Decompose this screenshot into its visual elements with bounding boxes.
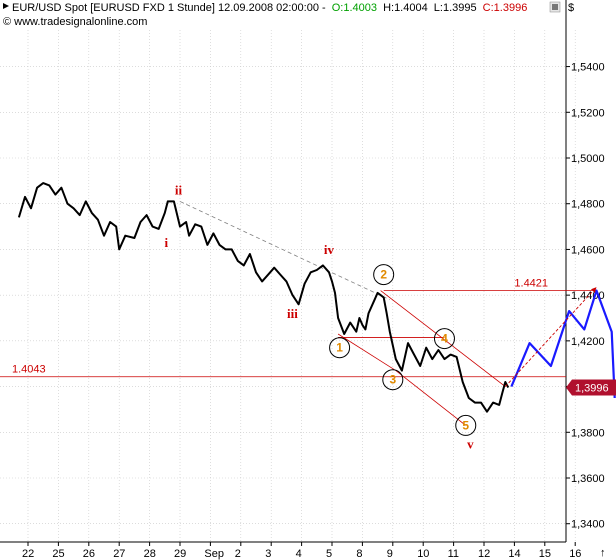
y-tick-label: 1,4600 xyxy=(571,244,605,256)
y-tick-label: 1,3400 xyxy=(571,519,605,531)
projection-line xyxy=(510,289,616,399)
x-tick-label: 10 xyxy=(417,548,429,560)
trend-line-dashed xyxy=(179,201,390,301)
level-lines: 1.4043 1.4421 xyxy=(0,277,597,378)
chart-grid xyxy=(0,0,576,543)
wave-number-label: 3 xyxy=(389,373,396,387)
axis-ticks: 1,34001,36001,38001,40001,42001,44001,46… xyxy=(22,62,605,560)
x-tick-label: 28 xyxy=(144,548,156,560)
current-price-tag: 1,3996 xyxy=(566,379,616,396)
options-button[interactable] xyxy=(549,1,561,13)
price-line xyxy=(17,182,510,413)
scroll-up-arrow[interactable]: ↑ xyxy=(600,547,606,559)
x-tick-label: 5 xyxy=(326,548,332,560)
wave-marker-4: 4 xyxy=(433,328,455,350)
wave-roman-label: i xyxy=(165,235,169,250)
wave-roman-label: iv xyxy=(324,242,335,257)
chart-header: EUR/USD Spot [EURUSD FXD 1 Stunde] 12.09… xyxy=(3,1,606,559)
x-tick-label: 3 xyxy=(265,548,271,560)
wave-roman-label: iii xyxy=(287,306,298,321)
y-tick-label: 1,4200 xyxy=(571,336,605,348)
channel-line xyxy=(380,290,506,387)
x-tick-label: 9 xyxy=(387,548,393,560)
wave-marker-5: 5 xyxy=(455,414,477,436)
trend-lines xyxy=(179,201,506,426)
x-tick-label: 11 xyxy=(448,548,459,560)
x-tick-label: 14 xyxy=(508,548,520,560)
x-tick-label: 16 xyxy=(569,548,581,560)
svg-text:EUR/USD Spot [EURUSD FXD 1 St: EUR/USD Spot [EURUSD FXD 1 Stunde] 12.09… xyxy=(12,2,527,14)
x-tick-label: 26 xyxy=(83,548,95,560)
close-value: C:1.3996 xyxy=(483,2,528,14)
projection-arrow xyxy=(504,286,597,387)
y-tick-label: 1,3600 xyxy=(571,473,605,485)
x-tick-label: Sep xyxy=(204,548,224,560)
level-label: 1.4421 xyxy=(514,277,548,289)
level-label: 1.4043 xyxy=(12,364,46,376)
high-value: H:1.4004 xyxy=(383,2,428,14)
y-tick-label: 1,3800 xyxy=(571,427,605,439)
x-tick-label: 22 xyxy=(22,548,34,560)
source-credit: © www.tradesignalonline.com xyxy=(3,16,147,28)
channel-line xyxy=(395,370,467,426)
chart-title: EUR/USD Spot [EURUSD FXD 1 Stunde] 12.09… xyxy=(12,2,326,14)
wave-number-label: 4 xyxy=(441,332,448,346)
x-tick-label: 2 xyxy=(235,548,241,560)
channel-line xyxy=(337,333,397,371)
y-tick-label: 1,5200 xyxy=(571,107,605,119)
wave-number-label: 1 xyxy=(336,341,343,355)
x-tick-label: 8 xyxy=(356,548,362,560)
open-value: O:1.4003 xyxy=(332,2,377,14)
wave-roman-label: ii xyxy=(175,183,183,198)
wave-number-label: 2 xyxy=(380,268,387,282)
x-tick-label: 12 xyxy=(478,548,490,560)
x-tick-label: 15 xyxy=(539,548,551,560)
x-tick-label: 4 xyxy=(296,548,302,560)
triangle-icon xyxy=(3,3,9,9)
x-tick-label: 29 xyxy=(174,548,186,560)
price-series: 1,3996 xyxy=(17,182,616,413)
x-tick-label: 25 xyxy=(52,548,64,560)
low-value: L:1.3995 xyxy=(434,2,477,14)
current-price-label: 1,3996 xyxy=(575,382,609,394)
y-tick-label: 1,4800 xyxy=(571,199,605,211)
x-tick-label: 27 xyxy=(113,548,125,560)
y-tick-label: 1,5400 xyxy=(571,62,605,74)
y-tick-label: 1,5000 xyxy=(571,153,605,165)
wave-number-label: 5 xyxy=(462,418,469,432)
wave-roman-label: v xyxy=(467,436,474,451)
wave-marker-3: 3 xyxy=(382,369,404,391)
wave-marker-1: 1 xyxy=(329,337,351,359)
currency-label: $ xyxy=(568,2,574,14)
wave-marker-2: 2 xyxy=(373,264,395,286)
chart-settings-icon xyxy=(552,4,558,10)
